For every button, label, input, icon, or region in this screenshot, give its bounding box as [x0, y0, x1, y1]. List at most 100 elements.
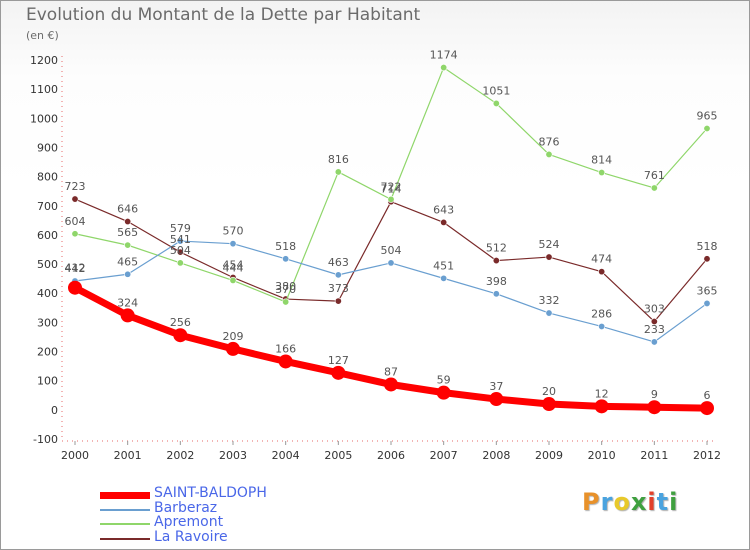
data-point	[594, 399, 609, 414]
data-point	[331, 365, 346, 380]
data-point	[229, 240, 237, 248]
data-label: 444	[223, 261, 244, 274]
data-label: 380	[275, 280, 296, 293]
data-point	[176, 248, 184, 256]
legend-label: Apremont	[154, 514, 224, 530]
legend-label: La Ravoire	[154, 529, 228, 545]
x-tick-label: 2000	[61, 449, 89, 462]
data-point	[282, 255, 290, 263]
data-label: 209	[223, 330, 244, 343]
logo-letter: i	[669, 488, 679, 516]
data-label: 370	[275, 283, 296, 296]
legend-label: Barberaz	[154, 500, 218, 516]
data-label: 723	[65, 180, 86, 193]
data-label: 59	[437, 374, 451, 387]
data-point	[492, 290, 500, 298]
data-label: 579	[170, 222, 191, 235]
data-point	[598, 268, 606, 276]
data-point	[542, 397, 556, 412]
x-tick-label: 2006	[377, 449, 405, 462]
data-point	[226, 341, 240, 356]
data-label: 87	[384, 365, 398, 378]
y-tick-label: 700	[37, 200, 58, 213]
data-point	[282, 298, 290, 306]
data-point	[436, 385, 451, 400]
data-point	[647, 400, 662, 415]
data-label: 12	[595, 387, 609, 400]
data-point	[173, 328, 188, 343]
data-point	[68, 280, 82, 295]
data-label: 565	[117, 226, 138, 239]
y-tick-label: 1200	[30, 54, 58, 67]
data-label: 286	[591, 307, 612, 320]
data-label: 714	[381, 183, 402, 196]
data-point	[703, 125, 711, 133]
data-point	[71, 230, 79, 238]
data-point	[650, 338, 658, 346]
data-point	[440, 64, 448, 72]
data-point	[650, 318, 658, 326]
data-label: 876	[539, 135, 560, 148]
y-tick-label: 200	[37, 346, 58, 359]
y-tick-label: 600	[37, 229, 58, 242]
data-label: 303	[644, 303, 665, 316]
data-label: 570	[223, 225, 244, 238]
data-point	[703, 255, 711, 263]
y-tick-label: 1100	[30, 83, 58, 96]
data-label: 816	[328, 153, 349, 166]
y-tick-label: 1000	[30, 112, 58, 125]
data-label: 463	[328, 256, 349, 269]
data-label: 324	[117, 296, 138, 309]
data-label: 332	[539, 294, 560, 307]
data-label: 541	[170, 233, 191, 246]
data-point	[598, 169, 606, 177]
chart-unit: (en €)	[26, 29, 59, 42]
data-label: 412	[65, 262, 86, 275]
data-label: 442	[65, 262, 86, 275]
data-point	[440, 218, 448, 226]
data-label: 761	[644, 169, 665, 182]
data-point	[700, 401, 714, 416]
data-point	[124, 270, 132, 278]
data-point	[387, 259, 395, 267]
data-label: 604	[65, 215, 86, 228]
x-tick-label: 2004	[272, 449, 300, 462]
data-label: 814	[591, 154, 612, 167]
data-point	[334, 168, 342, 176]
y-tick-label: 400	[37, 287, 58, 300]
x-tick-label: 2009	[535, 449, 563, 462]
legend-swatch	[100, 522, 150, 525]
data-label: 6	[704, 389, 711, 402]
data-label: 1051	[482, 84, 510, 97]
x-tick-label: 2003	[219, 449, 247, 462]
data-point	[545, 309, 553, 317]
data-label: 643	[433, 203, 454, 216]
data-label: 398	[486, 275, 507, 288]
data-point	[229, 276, 237, 284]
y-tick-label: 100	[37, 375, 58, 388]
data-point	[650, 184, 658, 192]
data-label: 454	[223, 258, 244, 271]
data-label: 127	[328, 354, 349, 367]
y-tick-label: 500	[37, 258, 58, 271]
data-point	[124, 218, 132, 226]
data-label: 166	[275, 342, 296, 355]
legend-swatch	[100, 491, 150, 499]
x-tick-label: 2011	[640, 449, 668, 462]
data-label: 504	[381, 244, 402, 257]
data-label: 465	[117, 255, 138, 268]
data-label: 965	[697, 110, 718, 123]
proxiti-logo: Proxiti	[582, 488, 678, 516]
data-point	[703, 299, 711, 307]
data-point	[545, 150, 553, 158]
y-tick-label: 300	[37, 316, 58, 329]
logo-letter: P	[582, 488, 601, 516]
data-point	[598, 322, 606, 330]
data-point	[71, 195, 79, 203]
data-label: 518	[697, 240, 718, 253]
x-tick-label: 2001	[114, 449, 142, 462]
y-tick-label: 0	[51, 404, 58, 417]
data-label: 722	[381, 180, 402, 193]
data-point	[492, 257, 500, 265]
data-label: 451	[433, 259, 454, 272]
